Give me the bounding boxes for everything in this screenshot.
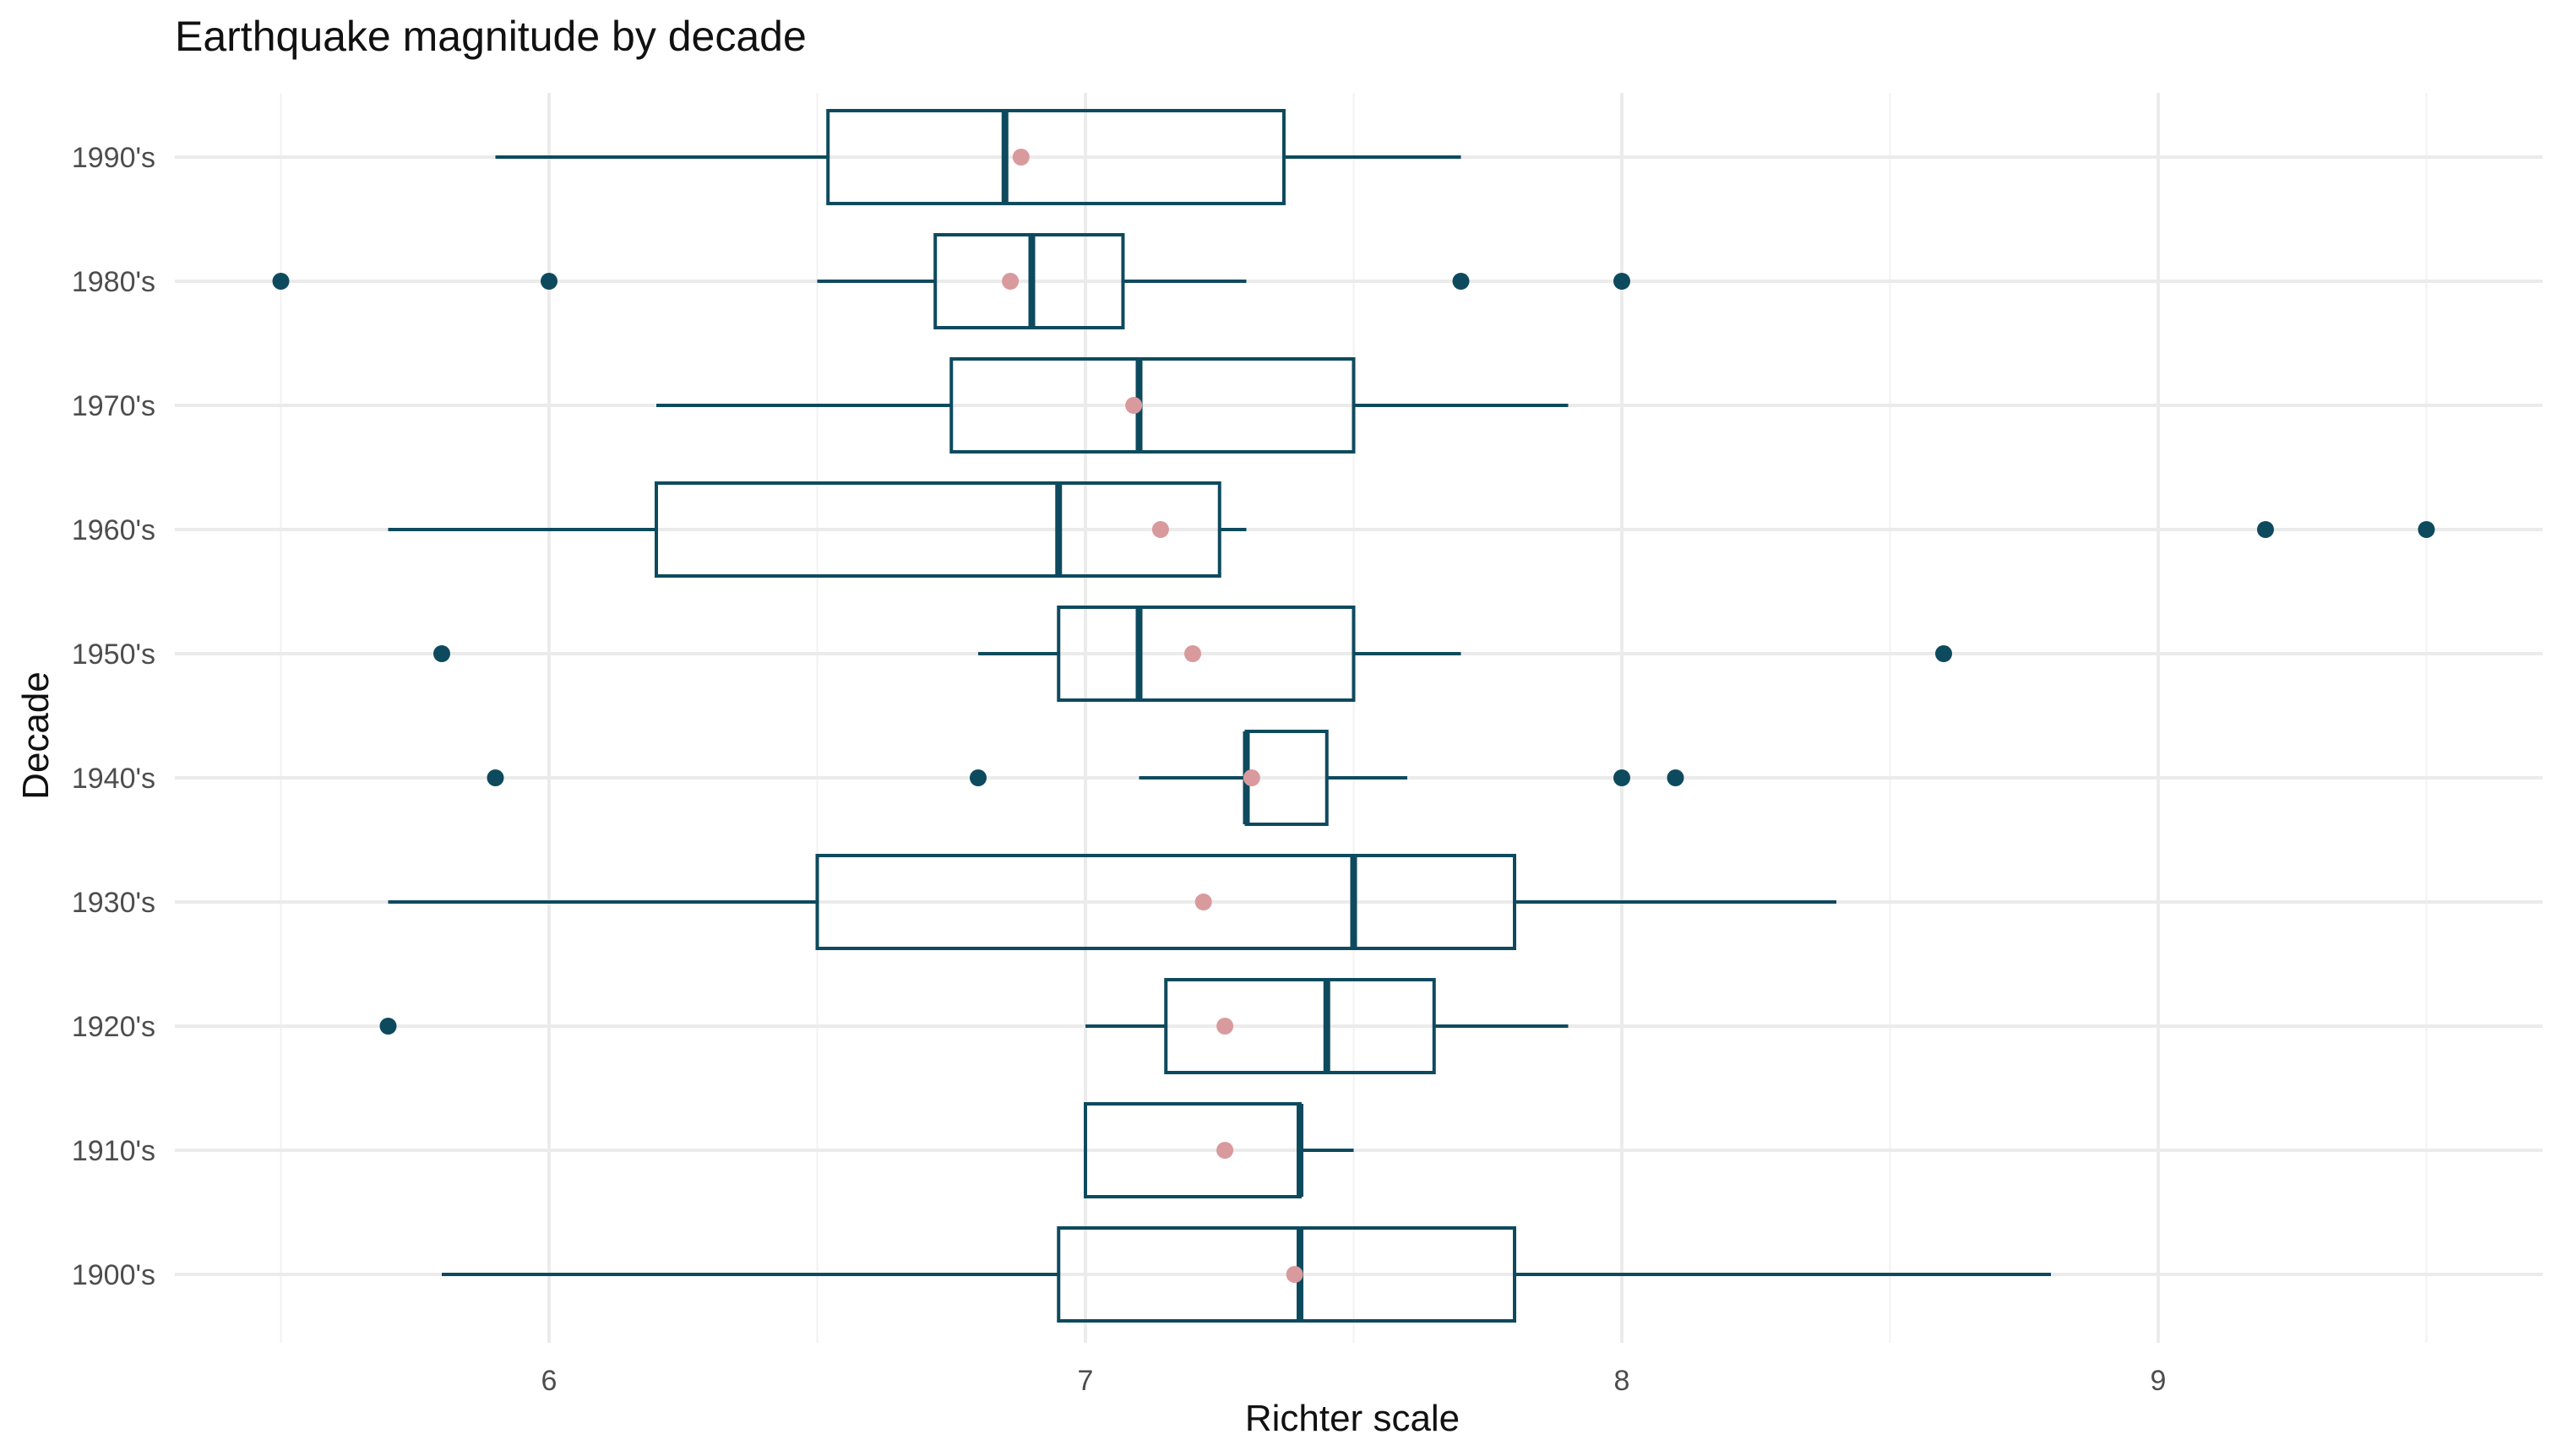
box-group	[487, 730, 1684, 826]
y-tick-label: 1910's	[72, 1135, 155, 1167]
chart-title: Earthquake magnitude by decade	[175, 13, 807, 60]
box-iqr	[1057, 606, 1356, 702]
mean-point	[1151, 521, 1169, 538]
box-iqr	[826, 109, 1286, 205]
box-group	[388, 481, 2435, 578]
outlier-point	[970, 769, 987, 786]
x-tick-label: 8	[1614, 1365, 1630, 1397]
y-tick-label: 1970's	[72, 390, 155, 422]
box-group	[388, 854, 1836, 950]
y-tick-label: 1990's	[72, 142, 155, 174]
box-group	[442, 1226, 2051, 1323]
mean-point	[1216, 1018, 1234, 1035]
y-tick-label: 1940's	[72, 763, 155, 795]
mean-point	[1125, 397, 1143, 414]
y-tick-label: 1920's	[72, 1011, 155, 1043]
outlier-point	[433, 645, 450, 662]
box-group	[272, 233, 1630, 329]
mean-point	[1216, 1142, 1234, 1159]
box-group	[433, 606, 1952, 702]
outlier-point	[379, 1018, 397, 1035]
x-axis-title: Richter scale	[1245, 1398, 1460, 1439]
outlier-point	[1613, 769, 1630, 786]
box-iqr	[1164, 978, 1436, 1074]
box-group	[1084, 1102, 1354, 1198]
y-tick-label: 1960's	[72, 514, 155, 546]
outlier-point	[2418, 521, 2435, 538]
mean-point	[1286, 1266, 1303, 1283]
x-tick-label: 6	[541, 1365, 558, 1397]
mean-point	[1002, 273, 1020, 290]
tick-layer: 6 7 8 9 1990's 1980's 1970's 1960's 1950's 1940's…	[72, 142, 2167, 1397]
outlier-point	[1613, 273, 1630, 290]
outlier-point	[272, 273, 290, 290]
y-tick-label: 1900's	[72, 1259, 155, 1291]
outlier-point	[487, 769, 504, 786]
y-tick-label: 1980's	[72, 266, 155, 298]
box-group	[656, 357, 1569, 454]
mean-point	[1243, 769, 1260, 786]
mean-point	[1194, 894, 1212, 910]
x-tick-label: 9	[2151, 1365, 2167, 1397]
y-tick-label: 1930's	[72, 887, 155, 919]
outlier-point	[2257, 521, 2274, 538]
outlier-point	[1667, 769, 1684, 786]
box-iqr	[655, 481, 1221, 578]
x-tick-label: 7	[1078, 1365, 1094, 1397]
outlier-point	[1452, 273, 1470, 290]
box-layer	[272, 109, 2435, 1323]
y-axis-title: Decade	[15, 671, 57, 800]
outlier-point	[1935, 645, 1952, 662]
box-group	[379, 978, 1569, 1074]
box-iqr	[949, 357, 1356, 454]
box-iqr	[815, 854, 1516, 950]
mean-point	[1012, 149, 1030, 166]
outlier-point	[541, 273, 558, 290]
box-iqr	[1057, 1226, 1516, 1323]
mean-point	[1184, 645, 1201, 662]
box-group	[495, 109, 1461, 205]
y-tick-label: 1950's	[72, 638, 155, 671]
